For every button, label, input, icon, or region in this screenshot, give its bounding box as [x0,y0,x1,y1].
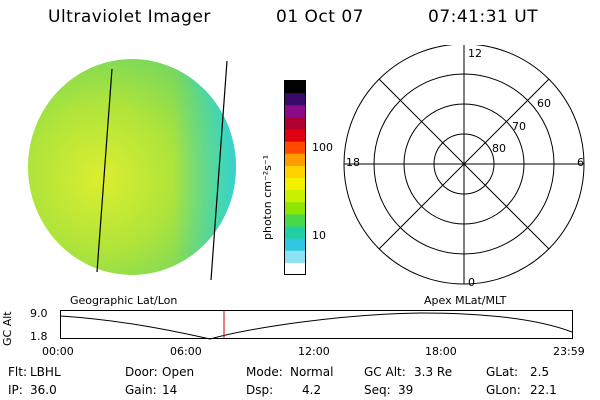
info-gcalt-value: 3.3 Re [414,365,453,379]
info-door-label: Door: [125,365,158,379]
info-seq-label: Seq: [364,383,391,397]
polar-grid [343,45,585,285]
geographic-label: Geographic Lat/Lon [70,294,178,307]
gc-alt-curve [60,312,573,340]
info-flt-value: LBHL [30,365,61,379]
colorbar-cell [285,178,305,191]
gc-alt-ymin: 1.8 [30,330,48,343]
x-tick-0600: 06:00 [170,345,202,358]
mlt-label-6: 6 [577,156,584,169]
info-flt-label: Flt: [8,365,27,379]
gc-alt-frame [60,310,573,339]
colorbar-cell [285,153,305,167]
gc-alt-ymax: 9.0 [30,307,48,320]
colorbar-cell [285,226,305,240]
colorbar-cell [285,214,305,228]
x-tick-0000: 00:00 [42,345,74,358]
mlt-label-12: 12 [468,47,482,60]
info-glat-value: 2.5 [530,365,550,379]
instrument-title: Ultraviolet Imager [48,7,211,27]
colorbar-cell [285,250,305,264]
lat-label-80: 80 [492,142,506,155]
image-limb [28,59,236,275]
x-tick-2359: 23:59 [553,345,585,358]
info-gcalt-label: GC Alt: [364,365,406,379]
mlt-label-18: 18 [346,156,360,169]
info-ip-label: IP: [8,383,23,397]
info-ip-value: 36.0 [30,383,57,397]
colorbar-cell [285,262,305,276]
info-glon-label: GLon: [486,383,521,397]
gc-alt-plot [60,310,573,340]
colorbar-cell [285,238,305,252]
colorbar-cell [285,129,305,143]
colorbar-cell [285,190,305,203]
info-glon-value: 22.1 [530,383,557,397]
colorbar-cell [285,117,305,131]
colorbar-cell [285,81,305,94]
x-tick-1800: 18:00 [425,345,457,358]
gc-alt-ylabel: GC Alt [1,311,14,346]
info-door-value: Open [162,365,195,379]
apex-label: Apex MLat/MLT [424,294,507,307]
colorbar-cell [285,93,305,106]
colorbar-cell [285,141,305,155]
longitude-line-right [210,60,228,281]
x-tick-1200: 12:00 [298,345,330,358]
lat-label-70: 70 [512,120,526,133]
mlt-label-0: 0 [468,276,475,289]
time-label: 07:41:31 UT [428,7,539,27]
lat-label-60: 60 [537,97,551,110]
info-gain-value: 14 [162,383,178,397]
colorbar-tick-100: 100 [312,141,333,154]
info-mode-value: Normal [290,365,334,379]
polar-diagonal-2 [378,78,550,250]
colorbar-cell [285,105,305,118]
colorbar-tick-10: 10 [312,229,326,242]
info-dsp-value: 4.2 [302,383,322,397]
info-seq-value: 39 [398,383,414,397]
colorbar-cell [285,165,305,179]
colorbar [284,80,306,276]
info-dsp-label: Dsp: [246,383,274,397]
longitude-line-left [96,68,113,273]
date-label: 01 Oct 07 [276,7,364,27]
info-gain-label: Gain: [125,383,157,397]
colorbar-cell [285,202,305,215]
colorbar-label: photon cm⁻²s⁻¹ [261,154,274,240]
info-mode-label: Mode: [246,365,283,379]
info-glat-label: GLat: [486,365,519,379]
auroral-image [28,59,236,281]
